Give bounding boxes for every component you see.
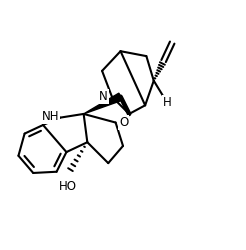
Text: H: H [163,96,172,109]
Polygon shape [84,93,122,114]
Text: NH: NH [42,110,59,123]
Text: O: O [119,116,128,129]
Text: N: N [99,90,108,103]
Text: HO: HO [59,180,77,192]
